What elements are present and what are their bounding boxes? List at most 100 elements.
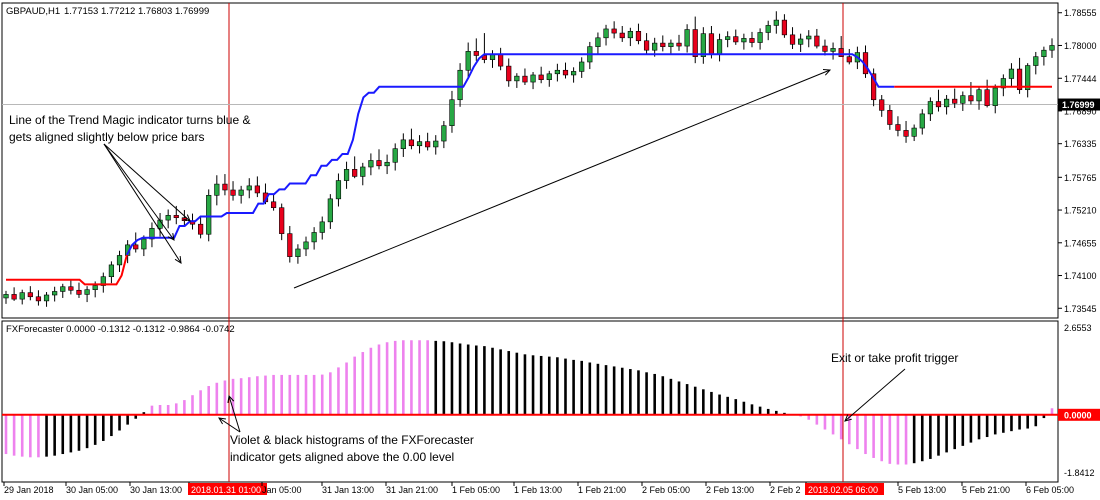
- price-tick-label: 1.77444: [1064, 74, 1097, 84]
- candle-body: [238, 189, 244, 196]
- candle-body: [141, 238, 147, 250]
- candle-body: [52, 291, 58, 296]
- current-price-label: 1.76999: [1062, 100, 1095, 110]
- candle-body: [133, 244, 139, 250]
- candle-body: [35, 296, 42, 302]
- candle-body: [408, 139, 415, 147]
- candle-body: [554, 69, 560, 75]
- candle-body: [1049, 45, 1055, 51]
- candle-body: [416, 141, 423, 147]
- time-label: 5 Feb 21:00: [962, 485, 1010, 495]
- time-label: 1 Feb 05:00: [452, 485, 500, 495]
- candle-body: [1041, 49, 1047, 57]
- candle-body: [360, 166, 366, 177]
- candle-body: [611, 28, 617, 34]
- candle-body: [676, 42, 682, 47]
- candle-body: [943, 98, 950, 108]
- candle-body: [230, 189, 236, 196]
- candle-body: [311, 232, 317, 243]
- candle-body: [384, 161, 390, 167]
- time-marker-tag: [188, 483, 267, 495]
- symbol-period: GBPAUD,H1: [6, 6, 60, 17]
- time-label: 1 Feb 21:00: [578, 485, 626, 495]
- price-tick-label: 1.78000: [1064, 41, 1097, 51]
- trend-arrow: [293, 69, 831, 289]
- candle-body: [570, 71, 577, 76]
- candle-body: [352, 169, 358, 177]
- candle-body: [457, 69, 463, 101]
- time-label: 30 Jan 05:00: [66, 485, 118, 495]
- candle-body: [643, 40, 650, 51]
- candle-body: [968, 95, 974, 102]
- candle-body: [43, 294, 50, 302]
- candle-body: [498, 54, 504, 67]
- indicator-max-label: 2.6553: [1064, 323, 1092, 333]
- trend-magic-line: [126, 53, 895, 256]
- candle-body: [895, 124, 901, 131]
- candle-body: [319, 221, 325, 233]
- candle-body: [198, 223, 204, 235]
- candle-body: [92, 285, 98, 290]
- candle-body: [619, 32, 625, 39]
- candle-body: [335, 180, 342, 200]
- candle-body: [27, 292, 33, 298]
- trend-magic-line: [6, 254, 128, 286]
- candle-body: [222, 183, 228, 191]
- candle-body: [481, 55, 488, 60]
- candle-body: [879, 99, 885, 111]
- annotation-trend-line1: Line of the Trend Magic indicator turns …: [9, 113, 250, 127]
- candle-body: [871, 73, 877, 101]
- candle-body: [1033, 56, 1039, 66]
- time-label: 31 Jan 21:00: [386, 485, 438, 495]
- candle-body: [279, 207, 285, 234]
- candle-body: [562, 69, 569, 76]
- candle-body: [173, 215, 179, 219]
- time-label: 2 Feb 2: [770, 485, 801, 495]
- candle-body: [814, 35, 820, 47]
- candle-body: [773, 19, 779, 26]
- price-pane[interactable]: [2, 11, 1058, 307]
- candle-body: [165, 215, 171, 221]
- candle-body: [84, 289, 90, 295]
- annotation-hist-arrow-1: [228, 395, 241, 433]
- annotation-exit-arrow: [844, 368, 906, 422]
- candle-body: [11, 294, 17, 300]
- candle-body: [741, 38, 747, 43]
- annotations: [103, 69, 906, 433]
- candle-body: [952, 98, 958, 104]
- indicator-title: FXForecaster 0.0000 -0.1312 -0.1312 -0.9…: [6, 324, 235, 335]
- candle-body: [522, 75, 528, 83]
- ohlc-values: 1.77153 1.77212 1.76803 1.76999: [64, 6, 209, 17]
- indicator-pane[interactable]: [2, 340, 1058, 465]
- candle-body: [441, 125, 447, 142]
- time-label: 29 Jan 2018: [4, 485, 54, 495]
- time-label: 5 Feb 13:00: [898, 485, 946, 495]
- candle-body: [765, 25, 771, 33]
- annotation-arrow-1-head: [183, 214, 191, 222]
- candle-body: [1008, 68, 1015, 79]
- annotation-hist-arrow-2: [218, 417, 241, 433]
- candle-body: [652, 42, 658, 51]
- annotation-arrow-3-head: [174, 255, 182, 264]
- candle-body: [749, 38, 755, 43]
- time-marker-label: 2018.02.05 06:00: [808, 485, 878, 495]
- time-label: 31 Jan 13:00: [322, 485, 374, 495]
- candle-body: [984, 89, 990, 106]
- annotation-hist-line1: Violet & black histograms of the FXForec…: [230, 433, 474, 447]
- labels: 1.78555 1.78000 1.77444 1.76890 1.76335 1.757…: [4, 6, 1097, 495]
- candle-body: [546, 73, 552, 80]
- price-tick-label: 1.74655: [1064, 238, 1097, 248]
- price-tick-label: 1.74100: [1064, 271, 1097, 281]
- candle-body: [911, 127, 917, 137]
- candle-body: [392, 148, 398, 163]
- candle-body: [68, 286, 74, 291]
- candle-body: [270, 201, 277, 208]
- candle-body: [100, 276, 106, 286]
- candle-body: [214, 183, 220, 196]
- candle-body: [76, 289, 82, 295]
- candle-body: [473, 51, 479, 56]
- time-label: 30 Jan 13:00: [130, 485, 182, 495]
- candle-body: [838, 48, 844, 57]
- time-label: 2 Feb 13:00: [706, 485, 754, 495]
